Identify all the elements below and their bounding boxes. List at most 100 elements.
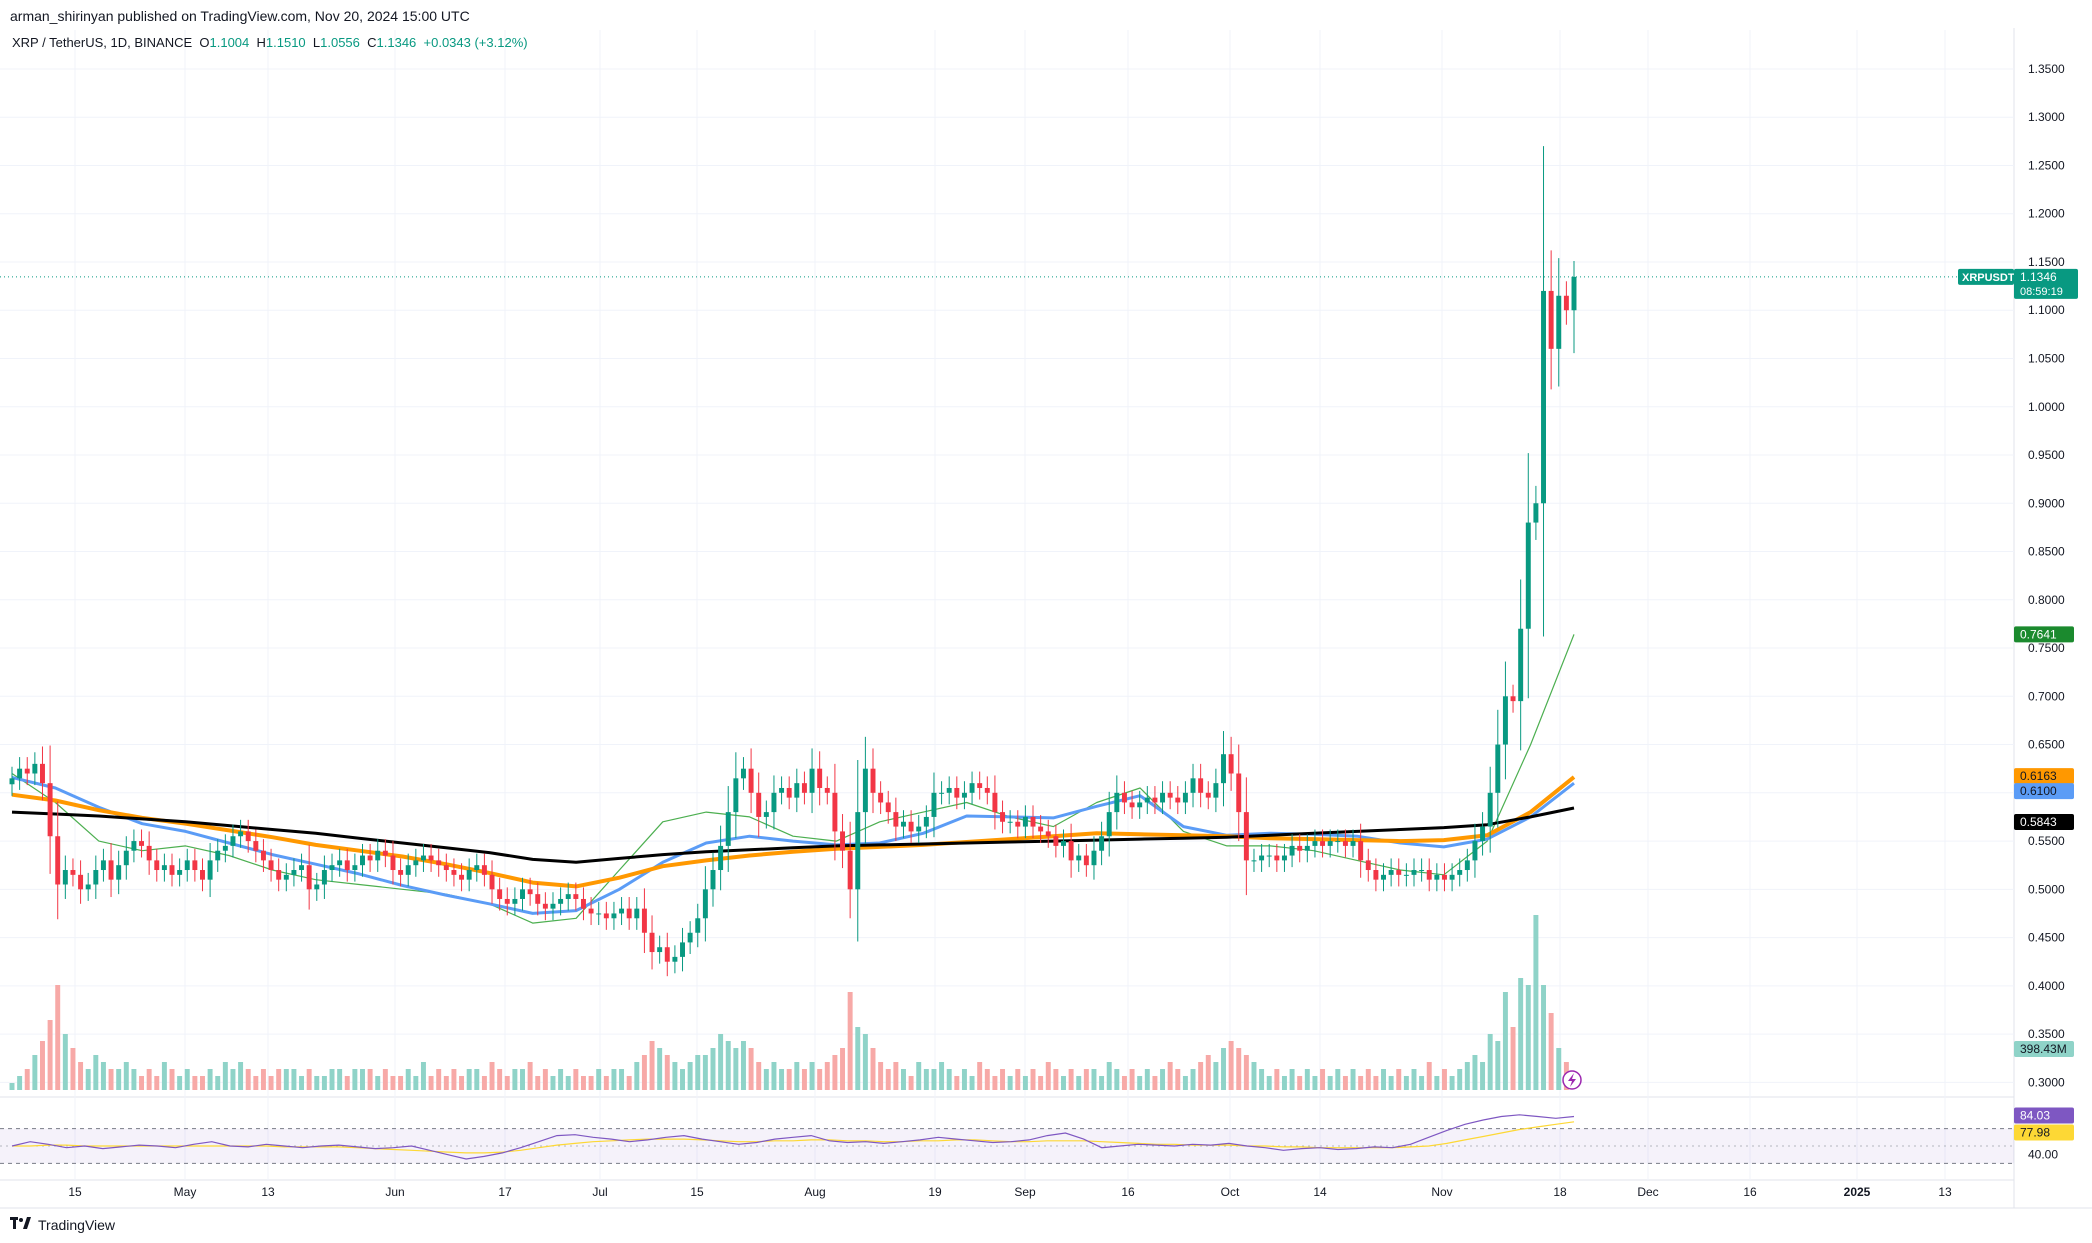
candle	[55, 801, 61, 920]
candle-body	[1342, 841, 1348, 846]
candle-body	[1259, 855, 1265, 861]
volume-bar	[268, 1076, 274, 1090]
volume-bar	[215, 1076, 221, 1090]
rsi-line	[11, 1114, 1575, 1160]
y-tick-label: 1.3500	[2028, 62, 2065, 76]
volume-bar	[1221, 1048, 1226, 1090]
price-axis[interactable]: 1.3500 1.3000 1.2500 1.2000 1.1500 1.1000 1.05…	[2028, 62, 2065, 1162]
symbol-legend[interactable]: XRP / TetherUS, 1D, BINANCE O1.1004 H1.1…	[12, 35, 528, 50]
candle-body	[1045, 831, 1051, 837]
candle-body	[840, 831, 846, 851]
volume-bar	[1198, 1062, 1204, 1090]
candle	[1495, 709, 1501, 828]
rsi-level-label: 40.00	[2028, 1148, 2058, 1162]
y-tick-label: 0.9000	[2028, 496, 2065, 510]
candle-body	[123, 850, 129, 866]
volume-bar	[260, 1069, 266, 1090]
candle	[1198, 763, 1204, 808]
volume-bar	[1518, 978, 1524, 1090]
candle	[329, 853, 335, 882]
candle-body	[1068, 841, 1074, 861]
candle-body	[405, 865, 411, 875]
candle-body	[360, 855, 365, 866]
volume-bar	[283, 1069, 289, 1090]
candle-body	[344, 860, 350, 871]
candle-body	[1205, 792, 1211, 798]
volume-bar	[390, 1076, 396, 1090]
candle	[1342, 829, 1348, 858]
volume-bar	[862, 1034, 868, 1090]
publisher-line: arman_shirinyan published on TradingView…	[10, 8, 470, 24]
volume-bar	[916, 1062, 922, 1090]
candle-body	[451, 870, 457, 875]
candle	[9, 766, 15, 796]
candle	[131, 829, 137, 863]
candle	[1083, 843, 1089, 877]
y-tick-label: 0.6500	[2028, 738, 2065, 752]
candle-body	[1510, 696, 1516, 702]
candle	[1053, 824, 1059, 858]
volume-bar	[1076, 1076, 1082, 1090]
candle	[794, 768, 800, 813]
candle-body	[215, 850, 221, 861]
candle-body	[1190, 778, 1196, 793]
candle-body	[24, 768, 30, 774]
candle	[1221, 731, 1226, 807]
y-tick-label: 1.0500	[2028, 351, 2065, 365]
candle	[908, 810, 914, 843]
candle	[1487, 766, 1493, 853]
candle-body	[801, 783, 807, 793]
volume-bar	[779, 1069, 785, 1090]
x-tick-label: Sep	[1014, 1185, 1036, 1199]
candle-body	[611, 913, 617, 919]
candle	[565, 882, 571, 911]
volume-bar	[192, 1076, 198, 1090]
volume-bar	[641, 1055, 647, 1090]
candle	[641, 888, 647, 954]
candle	[192, 848, 198, 882]
candle	[527, 877, 533, 906]
candle	[1510, 684, 1516, 713]
volume-bar	[855, 1027, 861, 1090]
candle-body	[680, 942, 685, 957]
candle	[1015, 810, 1021, 839]
y-tick-label: 0.5500	[2028, 834, 2065, 848]
candle-body	[794, 783, 800, 798]
candle-body	[939, 792, 945, 794]
candle-body	[466, 870, 472, 880]
volume-bar	[161, 1062, 167, 1090]
rsi-ma-badge-text: 77.98	[2020, 1126, 2050, 1140]
volume-bar	[695, 1055, 701, 1090]
candle-body	[1327, 841, 1333, 846]
candle	[1182, 781, 1188, 815]
volume-bar	[1449, 1076, 1455, 1090]
candle-body	[542, 903, 548, 909]
volume-bar	[786, 1069, 792, 1090]
volume-bar	[664, 1055, 670, 1090]
candle	[268, 848, 274, 882]
candle-body	[527, 889, 533, 895]
time-axis[interactable]: 15 May 13 Jun 17 Jul 15 Aug 19 Sep 16 Oct 14 Nov 18 Dec…	[68, 1185, 1952, 1199]
candle	[1533, 485, 1539, 540]
volume-bar	[230, 1069, 236, 1090]
volume-bar	[70, 1048, 76, 1090]
candle-body	[1167, 792, 1173, 798]
volume-bar	[17, 1076, 23, 1090]
tradingview-logo[interactable]: TradingView	[10, 1216, 115, 1233]
candle	[893, 797, 899, 842]
candle	[702, 866, 708, 942]
candle	[1281, 843, 1287, 872]
candle-body	[40, 763, 45, 784]
candle-body	[1106, 812, 1112, 837]
candle-body	[238, 831, 244, 837]
ma-line-blue	[11, 775, 1575, 915]
volume-bar	[238, 1062, 244, 1090]
candle-body	[984, 787, 990, 793]
candle-body	[961, 792, 967, 798]
candle-body	[718, 845, 724, 871]
volume-bar	[824, 1062, 830, 1090]
candle	[634, 897, 640, 930]
volume-bar	[1411, 1069, 1417, 1090]
